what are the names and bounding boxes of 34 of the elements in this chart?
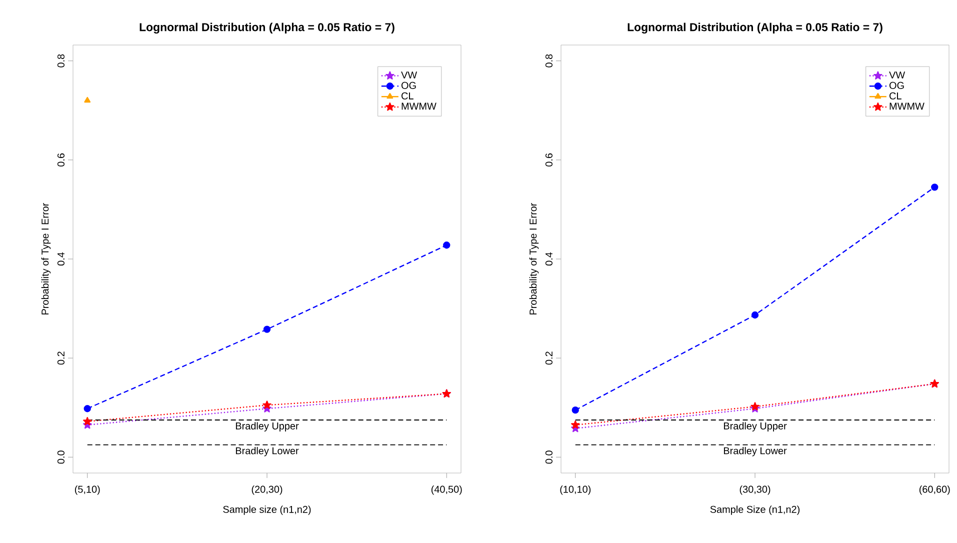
legend-label: VW xyxy=(889,72,906,78)
x-tick-label: (5,10) xyxy=(74,485,100,495)
chart-title: Lognormal Distribution (Alpha = 0.05 Ratio = 7) xyxy=(628,22,882,34)
y-tick-label: 0.2 xyxy=(57,352,64,365)
y-tick-label: 0.4 xyxy=(545,252,552,266)
y-tick-label: 0.2 xyxy=(545,352,552,365)
y-tick-label: 0.8 xyxy=(57,54,64,68)
legend-label: CL xyxy=(890,92,902,100)
ref-line-label: Bradley Lower xyxy=(236,446,299,456)
y-tick-label: 0.0 xyxy=(57,450,64,464)
x-tick-label: (20,30) xyxy=(252,485,282,495)
legend-label: VW xyxy=(401,72,418,78)
y-tick-label: 0.0 xyxy=(545,450,552,464)
legend-label: CL xyxy=(402,92,414,100)
x-axis-title: Sample size (n1,n2) xyxy=(223,506,311,515)
y-tick-label: 0.8 xyxy=(545,54,552,68)
legend-label: MWMW xyxy=(890,102,924,110)
y-axis-title: Probability of Type I Error xyxy=(41,202,51,314)
legend-label: MWMW xyxy=(402,102,436,110)
legend-label: OG xyxy=(889,82,904,89)
x-axis-title: Sample Size (n1,n2) xyxy=(710,506,800,515)
x-tick-label: (60,60) xyxy=(919,485,950,495)
y-axis-title: Probability of Type I Error xyxy=(529,202,539,314)
ref-line-label: Bradley Upper xyxy=(236,422,299,432)
x-tick-label: (30,30) xyxy=(740,485,770,495)
y-tick-label: 0.4 xyxy=(57,252,64,266)
chart-title: Lognormal Distribution (Alpha = 0.05 Ratio = 7) xyxy=(140,22,394,34)
ref-line-label: Bradley Upper xyxy=(724,422,787,432)
legend-label: OG xyxy=(401,82,416,89)
x-tick-label: (10,10) xyxy=(560,485,591,495)
y-tick-label: 0.6 xyxy=(57,153,64,166)
y-tick-label: 0.6 xyxy=(545,153,552,166)
ref-line-label: Bradley Lower xyxy=(724,446,787,456)
x-tick-label: (40,50) xyxy=(431,485,462,495)
